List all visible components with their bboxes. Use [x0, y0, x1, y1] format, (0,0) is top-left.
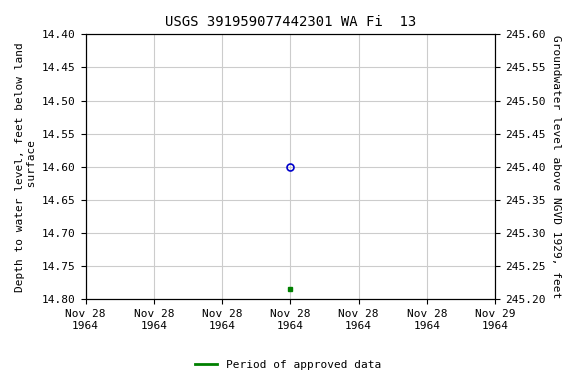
Y-axis label: Groundwater level above NGVD 1929, feet: Groundwater level above NGVD 1929, feet: [551, 35, 561, 298]
Y-axis label: Depth to water level, feet below land
 surface: Depth to water level, feet below land su…: [15, 42, 37, 292]
Title: USGS 391959077442301 WA Fi  13: USGS 391959077442301 WA Fi 13: [165, 15, 416, 29]
Legend: Period of approved data: Period of approved data: [191, 356, 385, 375]
